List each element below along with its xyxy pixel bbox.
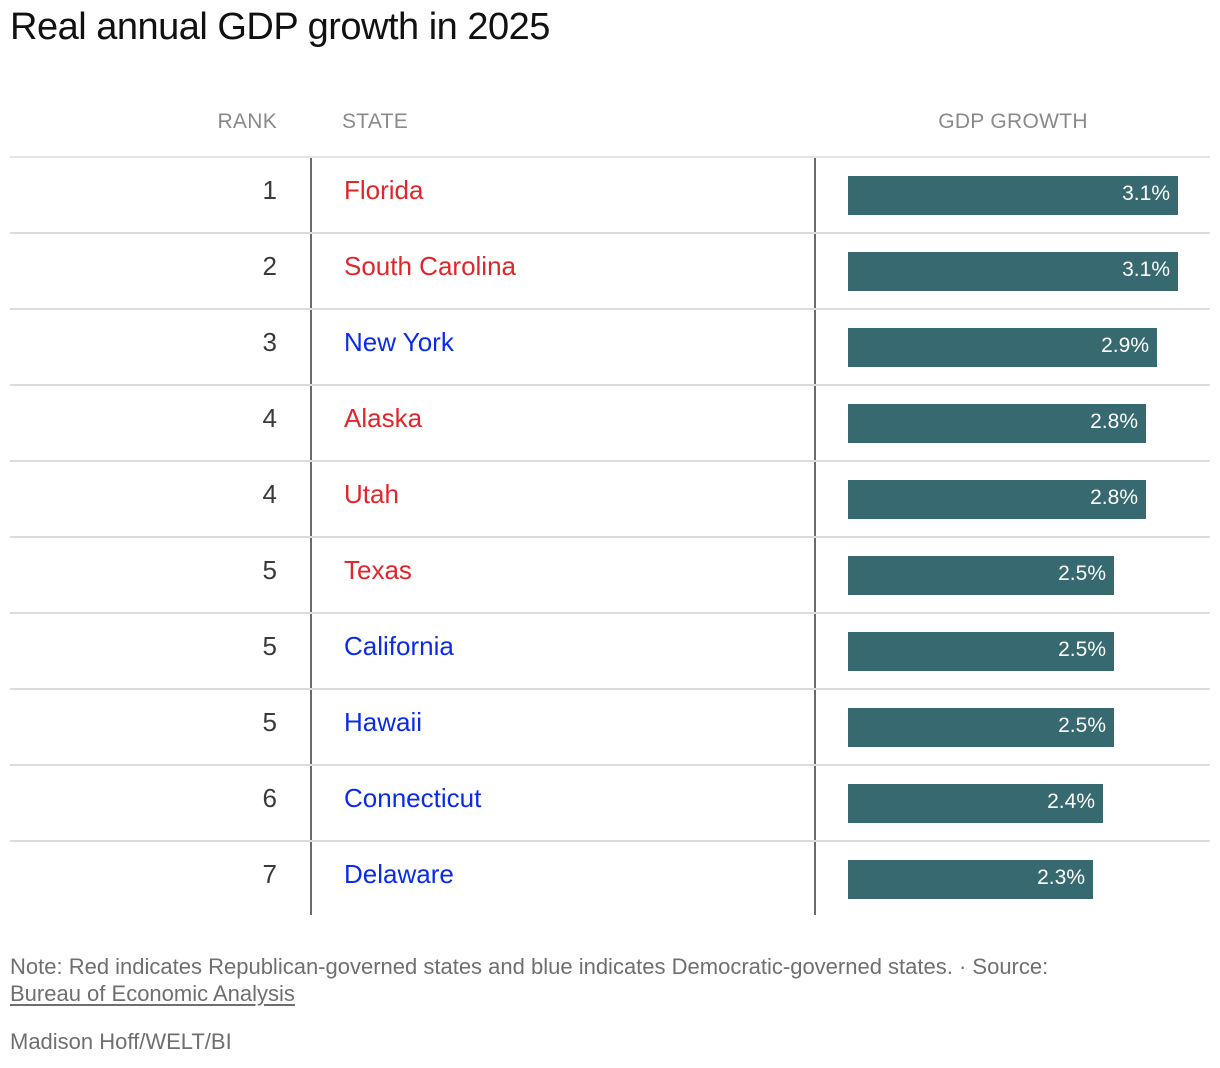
- row-divider: [10, 232, 1210, 234]
- chart-title: Real annual GDP growth in 2025: [10, 6, 550, 48]
- state-name: Connecticut: [344, 783, 482, 813]
- state-name: Delaware: [344, 859, 454, 889]
- column-header-rank: RANK: [217, 110, 277, 133]
- table-row: 7 Delaware 2.3%: [10, 842, 1210, 918]
- table-row: 4 Utah 2.8%: [10, 462, 1210, 538]
- table-row: 1 Florida 3.1%: [10, 158, 1210, 234]
- gdp-bar: 3.1%: [848, 176, 1178, 215]
- state-name: Utah: [344, 479, 399, 509]
- rank-cell: 6: [262, 783, 277, 813]
- gdp-bar: 2.5%: [848, 632, 1114, 671]
- gdp-value-label: 2.5%: [1058, 714, 1106, 737]
- table-row: 4 Alaska 2.8%: [10, 386, 1210, 462]
- rank-cell: 5: [262, 707, 277, 737]
- row-divider: [10, 840, 1210, 842]
- gdp-value-label: 2.8%: [1090, 486, 1138, 509]
- table-row: 3 New York 2.9%: [10, 310, 1210, 386]
- gdp-bar: 2.5%: [848, 556, 1114, 595]
- row-divider: [10, 536, 1210, 538]
- row-divider: [10, 460, 1210, 462]
- gdp-value-label: 2.5%: [1058, 562, 1106, 585]
- gdp-bar: 3.1%: [848, 252, 1178, 291]
- state-name: Florida: [344, 175, 424, 205]
- state-name: California: [344, 631, 454, 661]
- table-row: 2 South Carolina 3.1%: [10, 234, 1210, 310]
- row-divider: [10, 764, 1210, 766]
- gdp-bar: 2.5%: [848, 708, 1114, 747]
- gdp-bar: 2.3%: [848, 860, 1093, 899]
- gdp-bar: 2.4%: [848, 784, 1103, 823]
- rank-cell: 2: [262, 251, 277, 281]
- table-row: 6 Connecticut 2.4%: [10, 766, 1210, 842]
- gdp-bar: 2.9%: [848, 328, 1157, 367]
- gdp-bar: 2.8%: [848, 480, 1146, 519]
- gdp-bar: 2.8%: [848, 404, 1146, 443]
- credit-line: Madison Hoff/WELT/BI: [10, 1029, 232, 1054]
- row-divider: [10, 308, 1210, 310]
- rank-cell: 5: [262, 555, 277, 585]
- state-name: New York: [344, 327, 454, 357]
- gdp-value-label: 2.5%: [1058, 638, 1106, 661]
- row-divider: [10, 384, 1210, 386]
- footnote: Note: Red indicates Republican-governed …: [10, 953, 1200, 1007]
- state-name: Hawaii: [344, 707, 423, 737]
- gdp-value-label: 2.9%: [1101, 334, 1149, 357]
- column-header-gdp-growth: GDP GROWTH: [938, 110, 1088, 133]
- state-name: Alaska: [344, 403, 423, 433]
- footnote-text: Note: Red indicates Republican-governed …: [10, 954, 1049, 979]
- column-header-state: STATE: [342, 110, 409, 133]
- rank-cell: 1: [262, 175, 277, 205]
- gdp-value-label: 3.1%: [1122, 182, 1170, 205]
- rank-cell: 7: [262, 859, 277, 889]
- state-name: Texas: [344, 555, 412, 585]
- source-link[interactable]: Bureau of Economic Analysis: [10, 981, 295, 1006]
- row-divider: [10, 612, 1210, 614]
- gdp-value-label: 2.3%: [1037, 866, 1085, 889]
- gdp-value-label: 2.8%: [1090, 410, 1138, 433]
- gdp-value-label: 3.1%: [1122, 258, 1170, 281]
- state-name: South Carolina: [344, 251, 516, 281]
- rank-cell: 4: [262, 403, 277, 433]
- gdp-value-label: 2.4%: [1047, 790, 1095, 813]
- rank-cell: 4: [262, 479, 277, 509]
- rank-cell: 5: [262, 631, 277, 661]
- table-row: 5 Hawaii 2.5%: [10, 690, 1210, 766]
- table-row: 5 Texas 2.5%: [10, 538, 1210, 614]
- table-row: 5 California 2.5%: [10, 614, 1210, 690]
- rank-cell: 3: [262, 327, 277, 357]
- header-divider: [10, 156, 1210, 158]
- row-divider: [10, 688, 1210, 690]
